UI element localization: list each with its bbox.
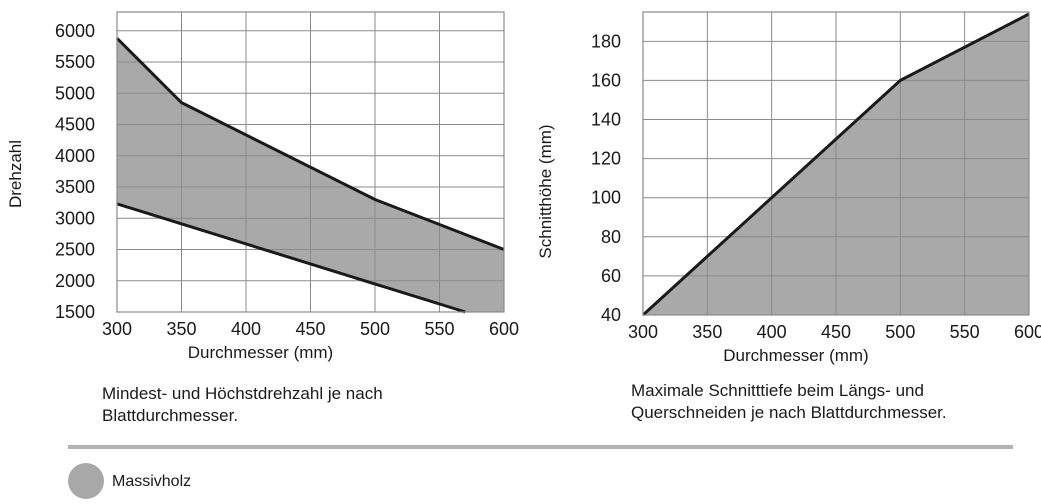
- x-tick-label: 400: [757, 322, 787, 342]
- y-tick-label: 4500: [55, 115, 95, 135]
- y-tick-label: 140: [591, 110, 621, 130]
- x-tick-label: 600: [1014, 322, 1041, 342]
- y-tick-label: 160: [591, 70, 621, 90]
- y-tick-label: 1500: [55, 302, 95, 322]
- y-tick-label: 3500: [55, 177, 95, 197]
- x-tick-label: 600: [489, 319, 519, 339]
- y-tick-label: 80: [601, 227, 621, 247]
- x-axis-label: Durchmesser (mm): [188, 343, 333, 362]
- y-tick-label: 100: [591, 188, 621, 208]
- y-tick-label: 60: [601, 266, 621, 286]
- y-tick-label: 5500: [55, 52, 95, 72]
- y-tick-label: 3000: [55, 208, 95, 228]
- plot-frame: [642, 11, 1030, 316]
- x-tick-label: 500: [360, 319, 390, 339]
- x-tick-label: 350: [166, 319, 196, 339]
- rpm-chart: 300 350 400 450 500 550 600 1500 2000 2500 3000 350…: [6, 11, 519, 362]
- series-line-lower: [116, 202, 466, 314]
- y-axis-label: Drehzahl: [6, 140, 25, 208]
- x-tick-label: 300: [102, 319, 132, 339]
- y-tick-label: 180: [591, 31, 621, 51]
- x-tick-label: 450: [821, 322, 851, 342]
- y-tick-label: 6000: [55, 21, 95, 41]
- x-tick-label: 400: [231, 319, 261, 339]
- y-tick-label: 2500: [55, 240, 95, 260]
- material-label: Massivholz: [112, 473, 192, 490]
- x-tick-label: 550: [950, 322, 980, 342]
- x-tick-label: 500: [885, 322, 915, 342]
- y-tick-label: 4000: [55, 146, 95, 166]
- rpm-chart-caption: Mindest- und Höchstdrehzahl je nach Blat…: [102, 384, 383, 425]
- y-tick-label: 40: [601, 305, 621, 325]
- y-tick-label: 120: [591, 149, 621, 169]
- material-swatch: [68, 463, 104, 499]
- section-divider: [68, 445, 1013, 449]
- plot-frame: [116, 11, 505, 313]
- cut-height-chart: 300 350 400 450 500 550 600 40 60 80 100 120 140 160 1…: [536, 11, 1041, 365]
- y-axis-label: Schnitthöhe (mm): [536, 124, 555, 258]
- y-tick-label: 5000: [55, 83, 95, 103]
- x-tick-label: 550: [424, 319, 454, 339]
- y-tick-label: 2000: [55, 271, 95, 291]
- series-line-upper: [115, 37, 505, 251]
- x-tick-label: 450: [295, 319, 325, 339]
- x-tick-label: 350: [692, 322, 722, 342]
- x-axis-label: Durchmesser (mm): [723, 346, 868, 365]
- series-line-upper: [641, 12, 1030, 317]
- x-tick-label: 300: [628, 322, 658, 342]
- cut-height-chart-caption: Maximale Schnitttiefe beim Längs- und Qu…: [631, 381, 947, 422]
